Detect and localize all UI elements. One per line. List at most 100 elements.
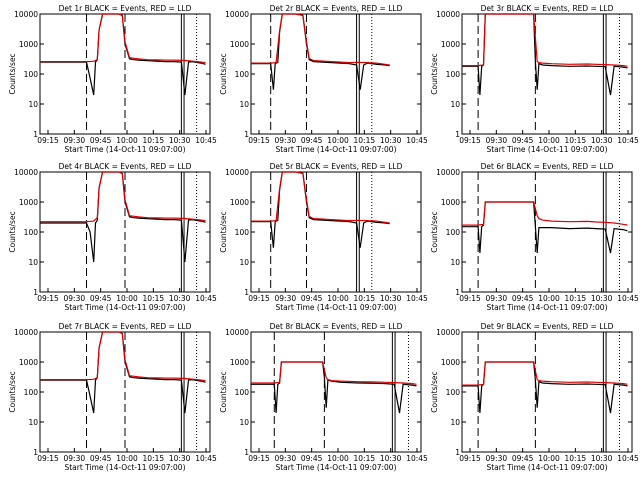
y-tick-label: 1000: [441, 40, 460, 49]
plot-frame: [250, 13, 422, 135]
x-tick-label: 10:00: [327, 136, 349, 145]
plot-title: Det 5r BLACK = Events, RED = LLD: [270, 162, 403, 171]
x-tick-label: 10:30: [380, 136, 402, 145]
series-events-line: [40, 331, 206, 414]
y-tick-label: 10: [239, 418, 249, 427]
plot-title: Det 8r BLACK = Events, RED = LLD: [270, 322, 403, 331]
x-tick-label: 09:15: [459, 294, 481, 303]
detector-panel-8: Det 8r BLACK = Events, RED = LLD 1 10 100 10…: [219, 322, 428, 472]
y-tick-label: 1: [33, 130, 38, 139]
series-lld-line: [462, 201, 628, 226]
x-tick-label: 09:30: [275, 294, 297, 303]
x-tick-label: 09:45: [90, 454, 112, 463]
y-tick-label: 10000: [225, 168, 249, 177]
y-tick-label: 1: [33, 448, 38, 457]
y-tick-label: 10000: [225, 328, 249, 337]
y-tick-label: 10: [450, 258, 460, 267]
x-tick-label: 10:45: [617, 454, 639, 463]
y-tick-label: 10: [28, 100, 38, 109]
x-tick-label: 10:15: [143, 294, 165, 303]
y-tick-label: 10: [239, 258, 249, 267]
y-tick-label: 10: [239, 100, 249, 109]
x-tick-label: 10:45: [195, 294, 217, 303]
y-tick-label: 1000: [441, 358, 460, 367]
x-tick-label: 10:15: [565, 136, 587, 145]
x-tick-label: 10:15: [565, 294, 587, 303]
x-tick-label: 10:45: [406, 454, 428, 463]
x-tick-label: 10:15: [354, 454, 376, 463]
x-tick-label: 10:30: [169, 136, 191, 145]
detector-panel-5: Det 5r BLACK = Events, RED = LLD 1 10 100 10…: [219, 162, 428, 312]
x-axis-label: Start Time (14-Oct-11 09:07:00): [486, 303, 607, 312]
y-tick-label: 1: [244, 288, 249, 297]
x-tick-label: 10:00: [538, 294, 560, 303]
x-tick-label: 10:00: [327, 294, 349, 303]
series-events-line: [251, 171, 390, 248]
x-tick-label: 09:30: [64, 454, 86, 463]
y-tick-label: 100: [446, 70, 461, 79]
y-tick-label: 10000: [14, 328, 38, 337]
x-tick-label: 09:15: [248, 136, 270, 145]
x-tick-label: 09:45: [512, 294, 534, 303]
series-events-line: [40, 171, 206, 263]
x-tick-label: 09:45: [512, 454, 534, 463]
plot-title: Det 9r BLACK = Events, RED = LLD: [481, 322, 614, 331]
y-tick-label: 10000: [436, 168, 460, 177]
series-lld-line: [462, 13, 628, 67]
y-axis-label: Counts/sec: [219, 211, 228, 252]
y-tick-label: 100: [235, 388, 250, 397]
x-tick-label: 10:45: [195, 136, 217, 145]
y-tick-label: 10: [450, 418, 460, 427]
y-tick-label: 100: [24, 388, 39, 397]
y-tick-label: 1000: [19, 198, 38, 207]
x-tick-label: 09:15: [459, 136, 481, 145]
x-tick-label: 10:15: [143, 136, 165, 145]
x-tick-label: 09:15: [37, 454, 59, 463]
x-tick-label: 10:30: [169, 294, 191, 303]
series-events-line: [251, 361, 417, 414]
x-tick-label: 09:30: [275, 454, 297, 463]
x-tick-label: 09:30: [275, 136, 297, 145]
y-tick-label: 1000: [230, 40, 249, 49]
x-tick-label: 10:45: [406, 294, 428, 303]
x-tick-label: 09:30: [64, 294, 86, 303]
y-tick-label: 100: [235, 228, 250, 237]
y-tick-label: 1000: [19, 358, 38, 367]
detector-panel-3: Det 3r BLACK = Events, RED = LLD 1 10 100 10…: [430, 4, 639, 154]
y-tick-label: 10000: [14, 168, 38, 177]
y-axis-label: Counts/sec: [8, 371, 17, 412]
y-tick-label: 10: [450, 100, 460, 109]
y-tick-label: 10000: [436, 10, 460, 19]
x-axis-label: Start Time (14-Oct-11 09:07:00): [275, 145, 396, 154]
x-axis-label: Start Time (14-Oct-11 09:07:00): [64, 145, 185, 154]
x-tick-label: 10:15: [565, 454, 587, 463]
x-tick-label: 09:45: [301, 136, 323, 145]
y-tick-label: 1: [455, 130, 460, 139]
x-tick-label: 09:45: [90, 294, 112, 303]
x-axis-label: Start Time (14-Oct-11 09:07:00): [486, 145, 607, 154]
x-tick-label: 09:45: [90, 136, 112, 145]
x-tick-label: 09:30: [486, 294, 508, 303]
x-tick-label: 10:30: [591, 294, 613, 303]
x-tick-label: 10:45: [617, 294, 639, 303]
y-axis-label: Counts/sec: [430, 53, 439, 94]
x-tick-label: 10:45: [406, 136, 428, 145]
x-tick-label: 09:15: [248, 294, 270, 303]
detector-panel-6: Det 6r BLACK = Events, RED = LLD 1 10 100 10…: [430, 162, 639, 312]
y-tick-label: 1000: [230, 358, 249, 367]
x-axis-label: Start Time (14-Oct-11 09:07:00): [486, 463, 607, 472]
y-tick-label: 1: [455, 288, 460, 297]
x-tick-label: 10:00: [116, 454, 138, 463]
y-tick-label: 1000: [230, 198, 249, 207]
plot-title: Det 1r BLACK = Events, RED = LLD: [59, 4, 192, 13]
x-tick-label: 10:15: [354, 136, 376, 145]
y-axis-label: Counts/sec: [430, 371, 439, 412]
x-tick-label: 09:45: [512, 136, 534, 145]
y-axis-label: Counts/sec: [8, 211, 17, 252]
series-lld-line: [40, 171, 206, 223]
y-tick-label: 100: [24, 228, 39, 237]
y-tick-label: 1000: [19, 40, 38, 49]
detector-panel-4: Det 4r BLACK = Events, RED = LLD 1 10 100 10…: [8, 162, 217, 312]
series-lld-line: [251, 361, 417, 385]
